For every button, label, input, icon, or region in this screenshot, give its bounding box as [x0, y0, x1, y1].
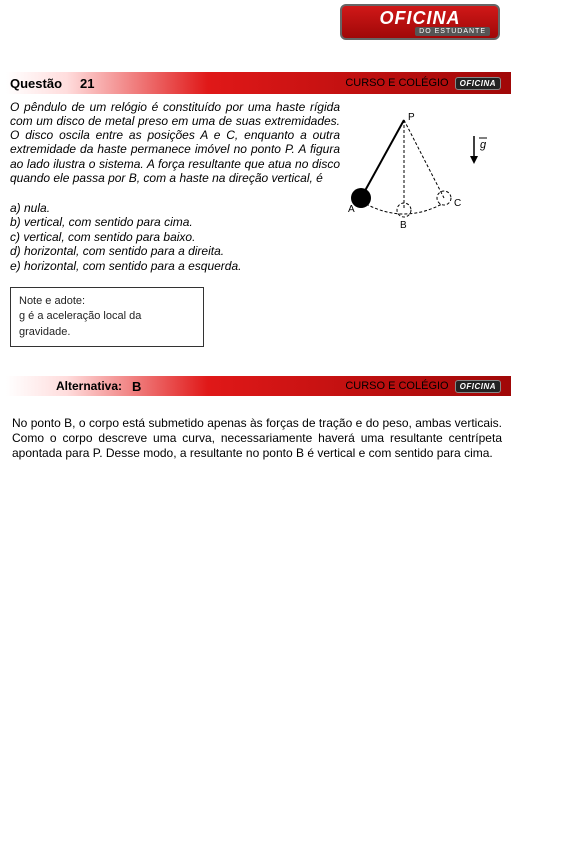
question-text: O pêndulo de um relógio é constituído po… [10, 100, 340, 185]
header-badge-text: OFICINA [460, 79, 496, 88]
explanation-text: No ponto B, o corpo está submetido apena… [12, 416, 502, 461]
svg-text:g: g [480, 139, 487, 151]
brand-logo: OFICINA DO ESTUDANTE [340, 4, 500, 40]
header-badge: OFICINA [455, 77, 501, 90]
svg-text:A: A [348, 204, 355, 215]
header-curso: CURSO E COLÉGIO [345, 77, 448, 89]
question-label: Questão [10, 76, 62, 91]
question-header-bar: Questão 21 CURSO E COLÉGIO OFICINA [6, 72, 511, 94]
logo-text: OFICINA [380, 9, 461, 27]
option-e: e) horizontal, com sentido para a esquer… [10, 259, 510, 273]
answer-bar: Alternativa: B CURSO E COLÉGIO OFICINA [6, 376, 511, 396]
svg-text:B: B [400, 220, 407, 231]
note-body: g é a aceleração local da gravidade. [19, 309, 195, 340]
note-title: Note e adote: [19, 294, 195, 309]
pendulum-figure: P A B C g [346, 112, 501, 242]
svg-text:P: P [408, 112, 415, 123]
answer-badge-text: OFICINA [460, 382, 496, 391]
logo-subtext: DO ESTUDANTE [415, 27, 490, 36]
option-d: d) horizontal, com sentido para a direit… [10, 244, 510, 258]
answer-letter: B [132, 379, 141, 394]
answer-curso: CURSO E COLÉGIO [345, 380, 448, 392]
svg-text:C: C [454, 198, 461, 209]
question-number: 21 [80, 76, 94, 91]
note-box: Note e adote: g é a aceleração local da … [10, 287, 204, 347]
answer-label: Alternativa: [56, 379, 122, 393]
answer-badge: OFICINA [455, 380, 501, 393]
